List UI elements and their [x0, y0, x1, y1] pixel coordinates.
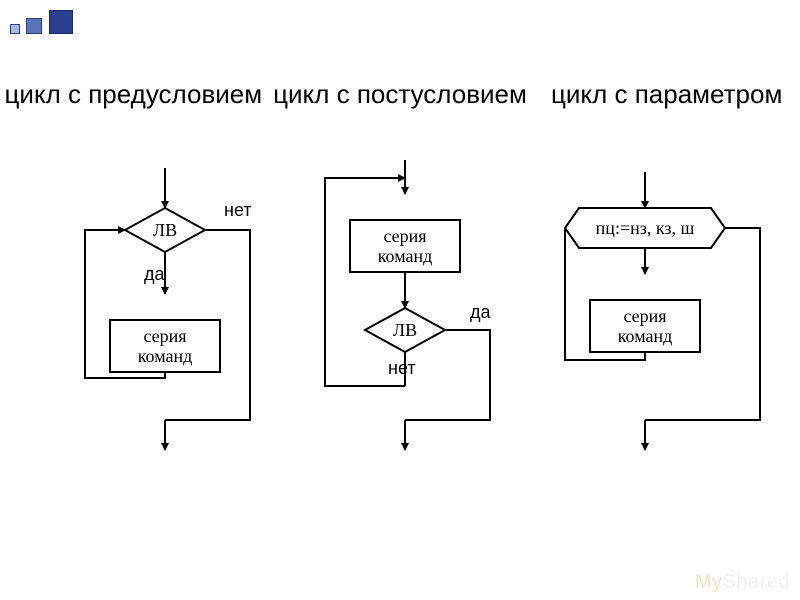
- box-label: команд: [618, 326, 673, 346]
- box-label: команд: [378, 246, 433, 266]
- decor-square: [26, 18, 42, 34]
- corner-decoration: [10, 10, 75, 34]
- box-label: серия: [383, 226, 426, 246]
- diamond-label: ЛВ: [393, 320, 417, 340]
- edge-label: нет: [388, 358, 416, 378]
- heading-parameter: цикл с параметром: [533, 78, 800, 111]
- heading-precondition: цикл с предусловием: [0, 78, 267, 111]
- diamond-label: ЛВ: [153, 220, 177, 240]
- headings-row: цикл с предусловием цикл с постусловием …: [0, 78, 800, 111]
- watermark: MyShared: [695, 571, 790, 594]
- edge-label: да: [144, 264, 166, 284]
- box-label: серия: [623, 306, 666, 326]
- edge-label: да: [470, 302, 492, 322]
- decor-square: [49, 10, 73, 34]
- box-label: серия: [143, 326, 186, 346]
- flow-edge: [325, 178, 405, 386]
- flowcharts-svg: данетЛВсериякоманднетдаЛВсериякомандпц:=…: [0, 160, 800, 540]
- decor-square: [10, 24, 20, 34]
- edge-label: нет: [224, 200, 252, 220]
- hex-label: пц:=нз, кз, ш: [596, 218, 695, 238]
- heading-postcondition: цикл с постусловием: [267, 78, 534, 111]
- box-label: команд: [138, 346, 193, 366]
